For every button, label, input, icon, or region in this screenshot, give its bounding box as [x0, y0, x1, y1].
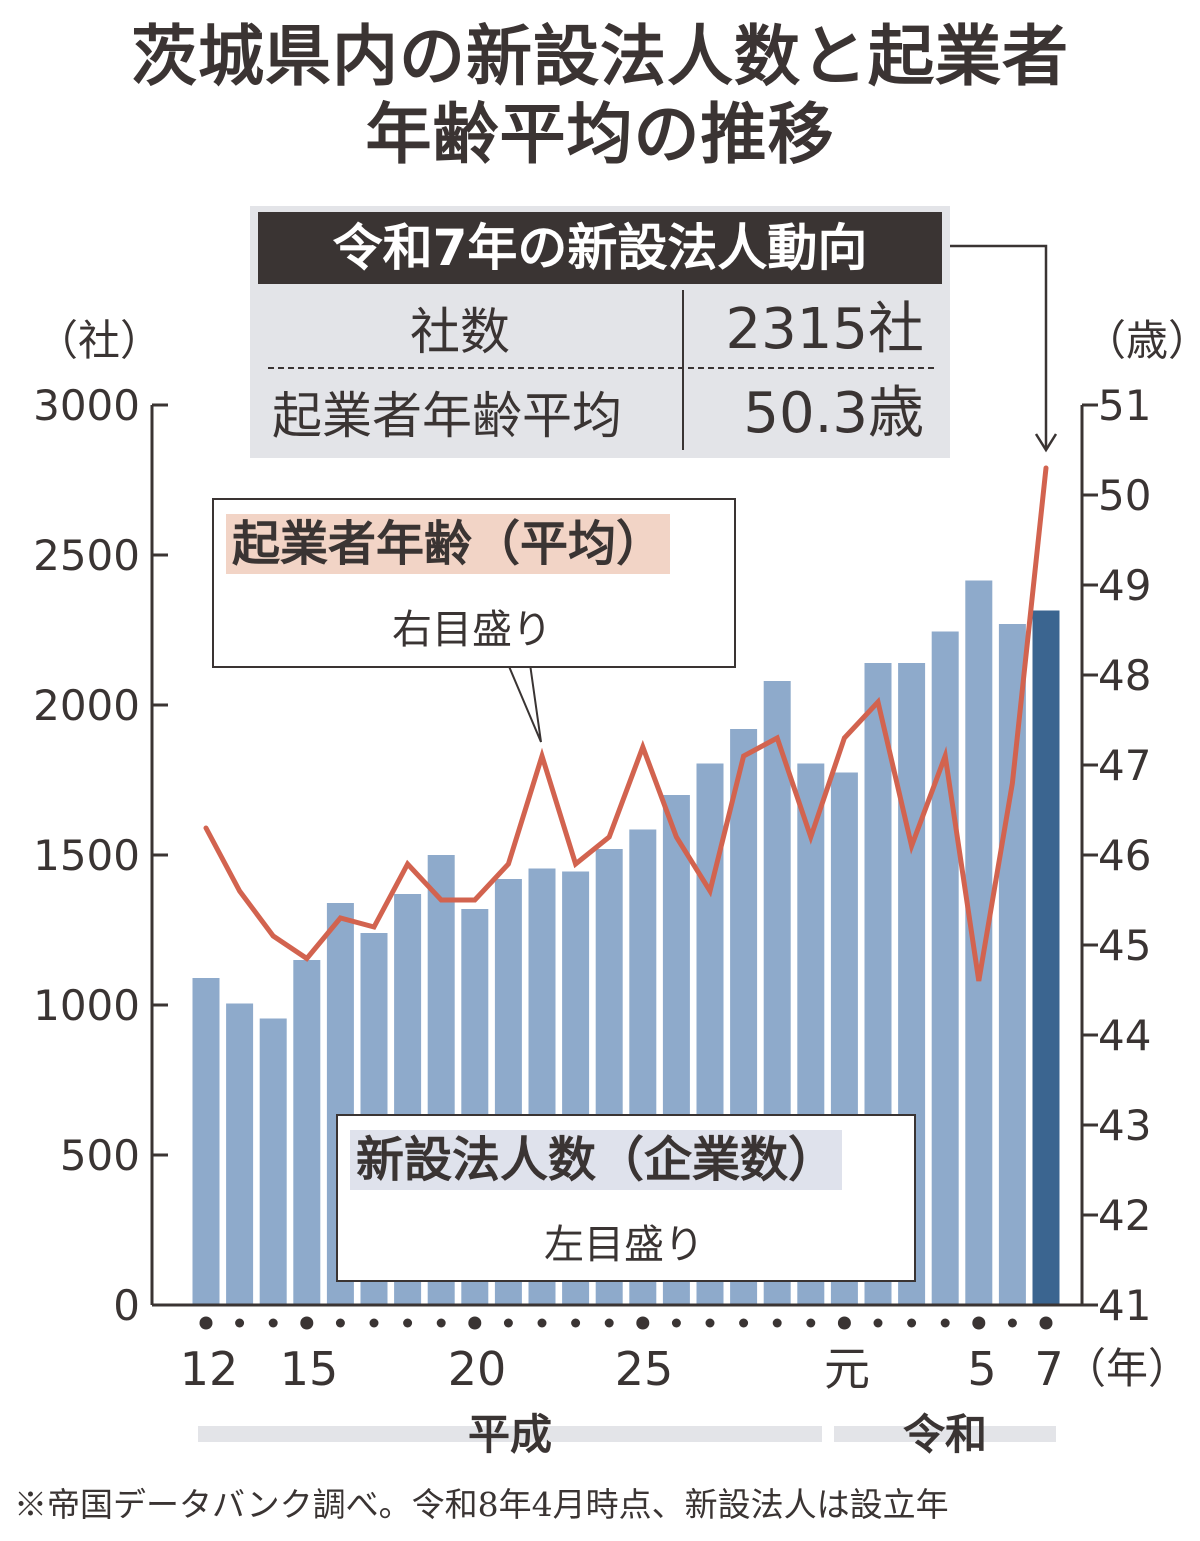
x-tick-label: 7: [1034, 1342, 1064, 1396]
left-tick-label: 3000: [33, 381, 140, 430]
left-tick-label: 2500: [33, 531, 140, 580]
x-tick-dot: [739, 1318, 749, 1328]
arrow-line: [950, 244, 1048, 450]
left-tick-label: 2000: [33, 681, 140, 730]
bar: [192, 978, 220, 1305]
x-tick-dot: [636, 1316, 650, 1330]
bar: [965, 580, 993, 1305]
x-tick-dot: [772, 1318, 782, 1328]
x-tick-dot: [604, 1318, 614, 1328]
x-tick-dot: [972, 1316, 986, 1330]
x-tick-dot: [235, 1318, 245, 1328]
right-tick-label: 47: [1098, 741, 1152, 790]
right-tick-label: 48: [1098, 651, 1152, 700]
count-callout-title: 新設法人数（企業数）: [350, 1130, 843, 1190]
x-tick-dot: [403, 1318, 413, 1328]
bar: [293, 960, 321, 1305]
chart-title-line-1: 茨城県内の新設法人数と起業者: [131, 18, 1069, 95]
x-tick-label: 15: [279, 1342, 339, 1396]
x-tick-dot: [940, 1318, 950, 1328]
x-tick-dot: [571, 1318, 581, 1328]
arrow-head: [1034, 433, 1058, 453]
x-tick-dot: [1039, 1316, 1053, 1330]
x-tick-dot: [199, 1316, 213, 1330]
heisei-era-label: 平成: [467, 1410, 552, 1459]
x-tick-dot: [671, 1318, 681, 1328]
info-count-label: 社数: [410, 303, 510, 361]
right-tick-label: 43: [1098, 1101, 1152, 1150]
bar: [1032, 610, 1060, 1305]
x-tick-label: 12: [179, 1342, 239, 1396]
info-divider-vertical: [682, 290, 684, 450]
bar: [259, 1018, 287, 1305]
x-tick-dot: [436, 1318, 446, 1328]
heisei-era-band: [198, 1426, 822, 1442]
bar: [931, 631, 959, 1305]
x-tick-dot: [907, 1318, 917, 1328]
left-tick-label: 1500: [33, 831, 140, 880]
age-callout-sub: 右目盛り: [392, 607, 552, 653]
age-callout-title: 起業者年齢（平均）: [226, 514, 671, 574]
x-tick-dot: [468, 1316, 482, 1330]
arrow-pointer: [950, 244, 1058, 453]
x-tick-dot: [705, 1318, 715, 1328]
x-tick-dot: [503, 1318, 513, 1328]
right-tick-label: 45: [1098, 921, 1152, 970]
left-tick-label: 0: [113, 1281, 140, 1330]
right-tick-label: 44: [1098, 1011, 1152, 1060]
x-tick-label: 5: [967, 1342, 997, 1396]
x-axis-unit: （年）: [1064, 1344, 1191, 1393]
right-tick-label: 41: [1098, 1281, 1152, 1330]
info-age-value: 50.3歳: [743, 381, 924, 446]
reiwa-era-band: [834, 1426, 1056, 1442]
axes: [150, 403, 1098, 1307]
right-tick-label: 46: [1098, 831, 1152, 880]
info-box-header: 令和7年の新設法人動向: [258, 212, 942, 284]
x-tick-dot: [837, 1316, 851, 1330]
left-axis-unit: （社）: [36, 316, 163, 365]
info-count-value: 2315社: [725, 297, 924, 362]
reiwa-era-label: 令和: [902, 1410, 987, 1459]
info-divider-horizontal: [268, 367, 934, 369]
left-tick-label: 500: [59, 1131, 140, 1180]
right-tick-label: 50: [1098, 471, 1152, 520]
x-tick-label: 20: [447, 1342, 507, 1396]
chart-title-line-2: 年齢平均の推移: [365, 96, 835, 173]
age-line: [203, 465, 1049, 982]
x-tick-dot: [806, 1318, 816, 1328]
bar: [998, 624, 1026, 1305]
right-axis-unit: （歳）: [1084, 316, 1200, 365]
x-tick-dot: [537, 1318, 547, 1328]
x-tick-label: 25: [614, 1342, 674, 1396]
source-footnote: ※帝国データバンク調べ。令和8年4月時点、新設法人は設立年: [14, 1485, 949, 1524]
x-tick-dot: [300, 1316, 314, 1330]
right-tick-label: 42: [1098, 1191, 1152, 1240]
bar: [226, 1003, 254, 1305]
line-series: [203, 465, 1049, 982]
x-tick-label: 元: [824, 1342, 870, 1396]
info-age-label: 起業者年齢平均: [272, 387, 622, 445]
right-tick-label: 49: [1098, 561, 1152, 610]
count-callout-sub: 左目盛り: [544, 1222, 704, 1268]
x-tick-dot: [335, 1318, 345, 1328]
x-tick-dot: [369, 1318, 379, 1328]
x-tick-dot: [268, 1318, 278, 1328]
x-tick-dot: [873, 1318, 883, 1328]
right-tick-label: 51: [1098, 381, 1152, 430]
callout-pointer: [507, 663, 542, 743]
x-tick-dot: [1007, 1318, 1017, 1328]
x-tick-dots: [199, 1316, 1053, 1330]
left-tick-label: 1000: [33, 981, 140, 1030]
